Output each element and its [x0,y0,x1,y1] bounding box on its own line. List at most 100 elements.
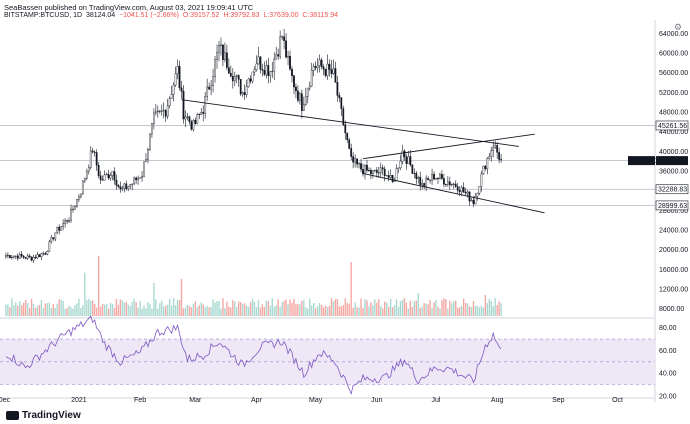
candle [79,193,82,197]
candle [206,86,209,97]
candle [466,191,469,194]
volume-bar [86,299,88,316]
candle [70,209,72,221]
volume-bar [36,306,39,316]
volume-bar [48,302,51,316]
volume-bar [482,307,485,316]
volume-bar [389,298,392,316]
volume-bar [403,298,406,316]
candle [450,184,453,186]
candle [403,150,406,158]
candle [405,156,408,164]
candle [267,65,270,76]
rsi-tick-label: 60.00 [659,348,677,355]
candle [364,164,366,175]
candle [12,255,15,258]
volume-bar [137,307,139,316]
candle [204,96,207,114]
candle [482,165,485,175]
symbol-label: BITSTAMP:BTCUSD, 1D [4,12,83,19]
volume-bar [22,302,25,316]
candle [74,206,76,210]
price-label-box [656,156,688,166]
candle [129,184,132,187]
volume-bar [238,301,240,316]
candle [145,159,147,162]
volume-bar [492,306,494,316]
trendline[interactable] [362,133,535,160]
candle [56,226,59,234]
volume-bar [447,308,449,316]
volume-bar [21,305,23,316]
volume-bar [30,298,33,316]
candle [352,156,355,163]
volume-bar [92,300,94,316]
volume-bar [464,302,467,316]
candle [68,220,70,222]
volume-bar [334,299,337,316]
volume-bar [34,307,37,316]
price-tick-label: 24000.00 [659,227,688,234]
volume-bar [267,301,270,316]
volume-bar [360,298,362,316]
publish-info: SeaBassen published on TradingView.com, … [4,3,254,12]
price-label: 28999.63 [658,203,687,210]
candle [87,167,90,172]
volume-bar [342,305,344,316]
candle [227,67,230,74]
candle [423,183,426,187]
price-tick-label: 60000.00 [659,51,688,58]
volume-bar [275,305,277,316]
volume-bar [496,305,498,316]
volume-bar [88,299,90,316]
candle [85,171,88,179]
candle [231,75,234,82]
candle [121,187,124,190]
volume-bar [413,301,415,316]
rsi-tick-label: 40.00 [659,371,677,378]
candle [16,255,19,259]
candle [346,132,349,141]
volume-bar [443,298,445,316]
volume-bar [346,302,348,316]
trendline[interactable] [181,99,519,147]
volume-bar [255,307,258,316]
volume-bar [117,304,120,316]
candle [111,171,114,176]
candle [446,181,449,185]
volume-bar [60,299,62,316]
candle [433,173,435,180]
candle [371,170,374,174]
volume-bar [417,293,419,316]
candle [40,253,43,258]
candle [474,195,477,205]
volume-bar [470,306,473,316]
volume-bar [176,299,179,316]
candle [109,175,112,179]
candle [478,186,481,194]
price-change: −1041.51 (−2.66%) [119,12,179,19]
volume-bar [472,301,475,316]
volume-bar [344,298,346,316]
candle [127,186,130,189]
candle [99,175,102,180]
volume-bar [19,301,21,316]
volume-bar [364,299,366,316]
volume-bar [182,308,185,316]
volume-bar [427,304,429,316]
volume-bar [439,308,441,316]
trendline[interactable] [362,173,545,214]
volume-bar [82,305,84,316]
gear-icon[interactable]: ⚙ [673,22,682,32]
candle [285,40,287,58]
price-tick-label: 48000.00 [659,110,688,117]
volume-bar [165,305,167,316]
volume-bar [52,303,54,316]
candle [143,161,145,177]
volume-bar [380,306,382,316]
volume-bar [161,300,163,316]
volume-bar [269,305,271,316]
candle [297,90,299,101]
candle [263,70,266,75]
